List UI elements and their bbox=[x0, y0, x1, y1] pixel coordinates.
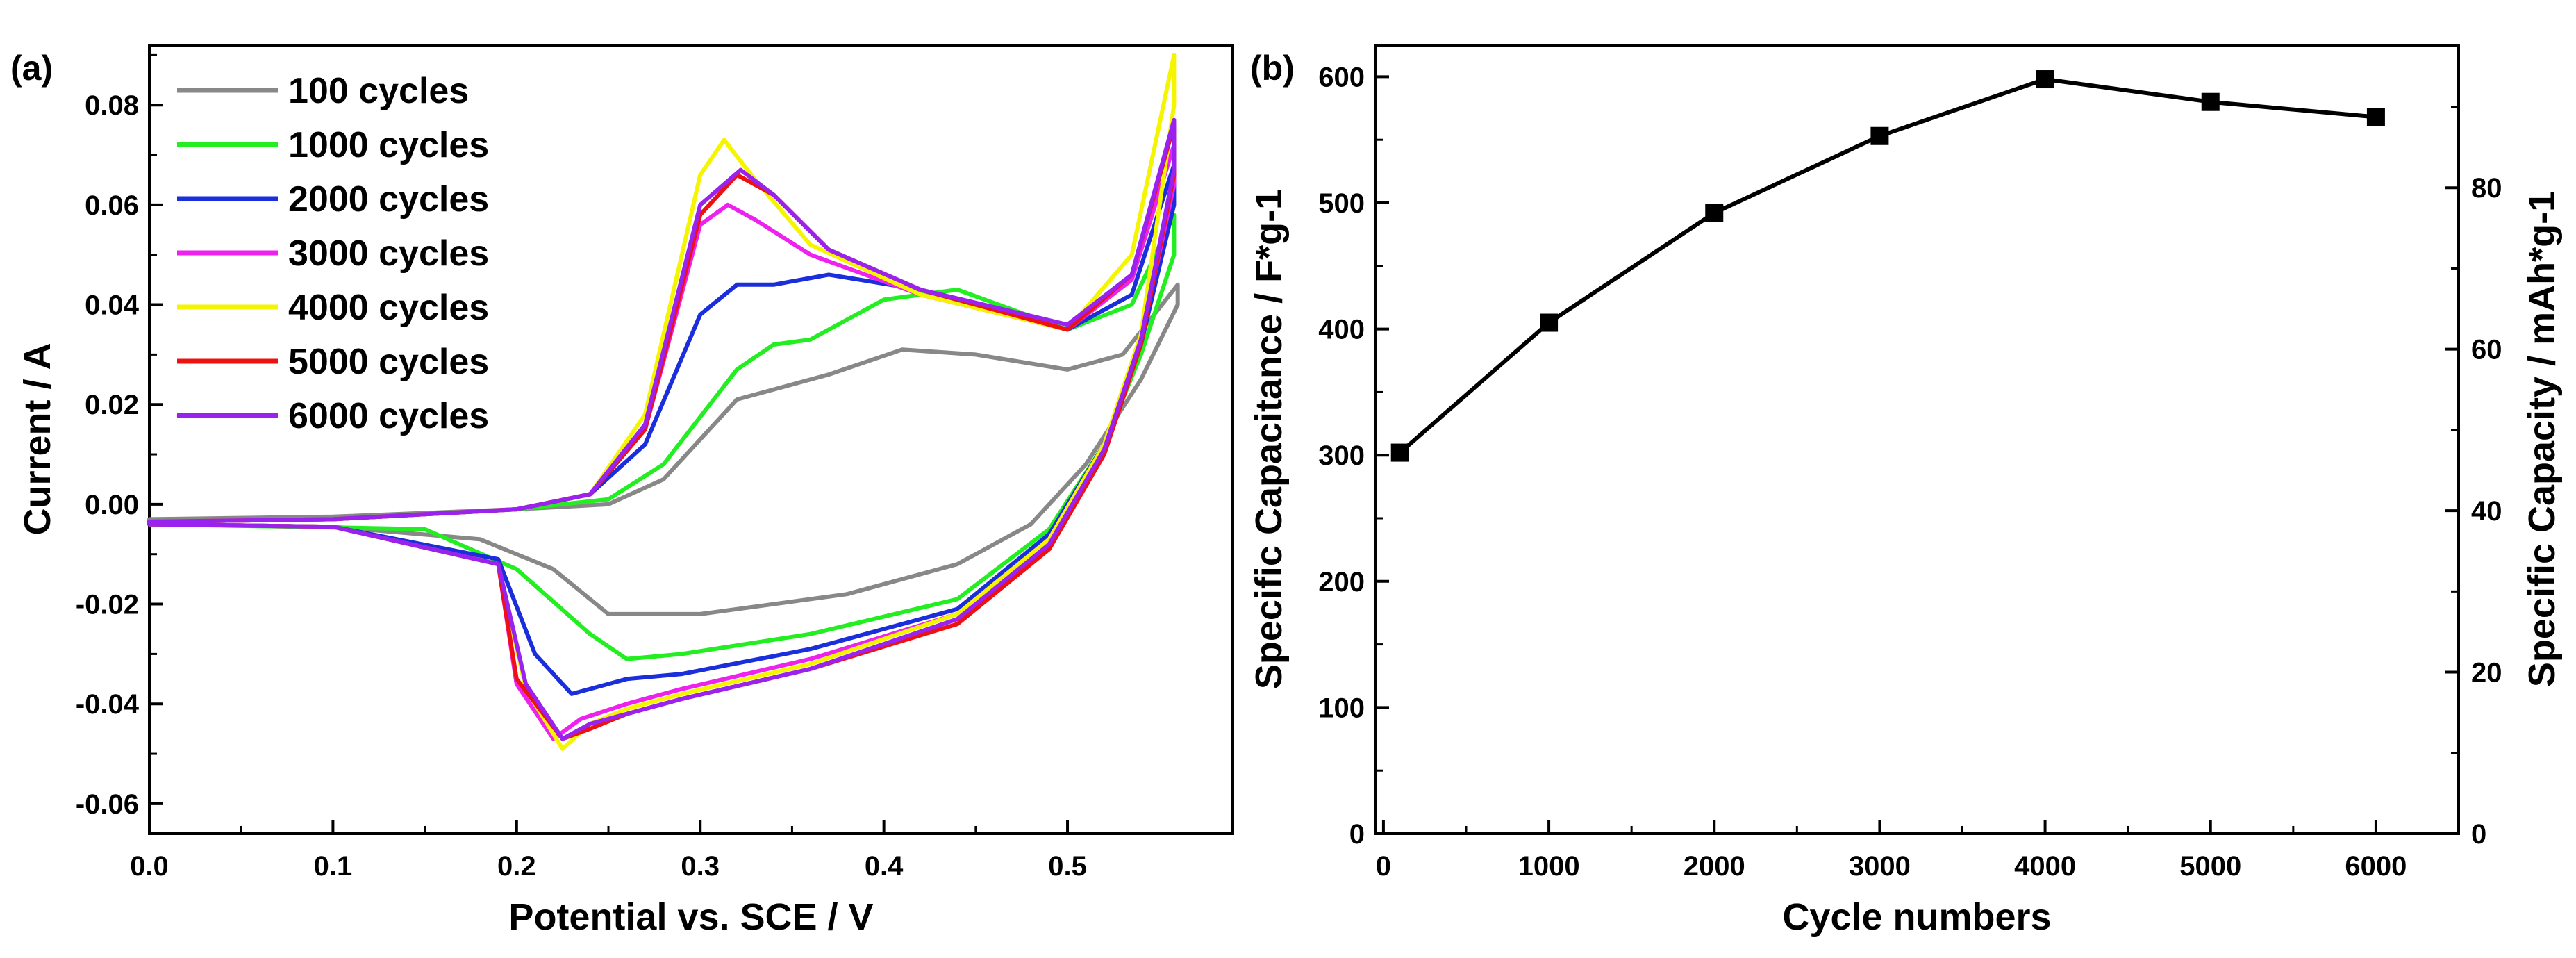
panel-b-x-axis-label: Cycle numbers bbox=[1782, 896, 2051, 938]
panel-a-y-tick-label: 0.06 bbox=[85, 190, 139, 221]
capacitance-point bbox=[1705, 204, 1724, 222]
panel-b-y-tick-label: 200 bbox=[1318, 567, 1365, 597]
panel-b-label: (b) bbox=[1250, 49, 1295, 88]
panel-a-x-axis-label: Potential vs. SCE / V bbox=[508, 896, 873, 938]
cv-series-line bbox=[147, 213, 1177, 661]
panel-b-y-tick-label: 500 bbox=[1318, 188, 1365, 219]
panel-a-y-tick-label: -0.02 bbox=[76, 590, 139, 620]
panel-b-x-tick-label: 1000 bbox=[1518, 851, 1580, 882]
panel-a-y-axis-label: Current / A bbox=[17, 342, 58, 535]
capacitance-panel: 0 1000 2000 3000 4000 5000 6000 01002003004005… bbox=[1248, 44, 2563, 938]
panel-a-y-tick-label: -0.06 bbox=[76, 789, 139, 820]
legend-entry-label: 3000 cycles bbox=[288, 233, 489, 274]
panel-b-y2-ticks: 0 20 40 60 80 bbox=[2445, 106, 2502, 850]
legend: 100 cycles 1000 cycles 2000 cycles 3000 cyc… bbox=[177, 71, 489, 436]
capacitance-point bbox=[1390, 443, 1409, 462]
panel-a-y-ticks: -0.06 -0.04 -0.02 0.00 0.02 0.04 0.06 0.08 bbox=[76, 53, 163, 820]
panel-b-y-tick-label: 0 bbox=[1349, 819, 1365, 850]
cv-curves-panel: 0.0 0.1 0.2 0.3 0.4 0.5 -0.06 -0.04 -0.02 0.00 0.… bbox=[10, 44, 1234, 938]
panel-b-y2-tick-label: 20 bbox=[2471, 658, 2502, 688]
panel-b-x-tick-label: 2000 bbox=[1684, 851, 1745, 882]
panel-b-x-ticks: 0 1000 2000 3000 4000 5000 6000 bbox=[1376, 820, 2407, 882]
panel-b-y-ticks: 0 100 200 300 400 500 600 bbox=[1318, 62, 1389, 850]
panel-b-x-tick-label: 0 bbox=[1376, 851, 1391, 882]
legend-entry-label: 4000 cycles bbox=[288, 288, 489, 328]
capacitance-point bbox=[2036, 70, 2054, 89]
capacitance-point bbox=[2201, 92, 2220, 111]
panel-b-series bbox=[1390, 70, 2385, 462]
panel-b-y-tick-label: 400 bbox=[1318, 315, 1365, 345]
panel-a-y-tick-label: 0.04 bbox=[85, 290, 140, 321]
panel-b-y2-tick-label: 0 bbox=[2471, 819, 2486, 850]
cv-series-line bbox=[147, 282, 1180, 616]
panel-b-x-tick-label: 6000 bbox=[2345, 851, 2407, 882]
panel-b-y2-axis-label: Specific Capacity / mAh*g-1 bbox=[2521, 191, 2563, 687]
panel-b-y2-tick-label: 60 bbox=[2471, 335, 2502, 365]
cv-series-line bbox=[147, 163, 1177, 696]
panel-a-series bbox=[147, 53, 1180, 751]
capacitance-point bbox=[1540, 313, 1559, 332]
panel-a-y-tick-label: 0.02 bbox=[85, 390, 139, 420]
panel-b-y2-tick-label: 80 bbox=[2471, 173, 2502, 204]
panel-b-y-tick-label: 300 bbox=[1318, 440, 1365, 471]
capacitance-point bbox=[1870, 126, 1889, 145]
panel-b-y-tick-label: 600 bbox=[1318, 62, 1365, 92]
legend-entry-label: 1000 cycles bbox=[288, 125, 489, 165]
panel-a-y-tick-label: 0.00 bbox=[85, 490, 139, 520]
panel-a-label: (a) bbox=[10, 49, 53, 88]
panel-b-x-tick-label: 5000 bbox=[2179, 851, 2241, 882]
cv-series-line bbox=[147, 53, 1177, 751]
panel-a-y-tick-label: -0.04 bbox=[76, 689, 140, 720]
panel-b-y-tick-label: 100 bbox=[1318, 693, 1365, 723]
legend-entry-label: 100 cycles bbox=[288, 71, 469, 111]
panel-a-x-tick-label: 0.1 bbox=[314, 851, 353, 882]
legend-entry-label: 2000 cycles bbox=[288, 179, 489, 220]
panel-a-x-tick-label: 0.3 bbox=[681, 851, 720, 882]
capacitance-point bbox=[2366, 108, 2385, 126]
panel-b-y2-tick-label: 40 bbox=[2471, 496, 2502, 527]
panel-b-frame bbox=[1374, 44, 2460, 835]
panel-a-frame bbox=[148, 44, 1234, 835]
panel-a-y-tick-label: 0.08 bbox=[85, 90, 139, 121]
panel-b-x-tick-label: 4000 bbox=[2014, 851, 2076, 882]
panel-a-x-tick-label: 0.5 bbox=[1048, 851, 1087, 882]
panel-b-x-tick-label: 3000 bbox=[1849, 851, 1911, 882]
panel-b-y-axis-label: Specific Capacitance / F*g-1 bbox=[1248, 189, 1290, 689]
cv-series-line bbox=[147, 117, 1177, 741]
legend-entry-label: 5000 cycles bbox=[288, 342, 489, 382]
panel-a-x-ticks: 0.0 0.1 0.2 0.3 0.4 0.5 bbox=[130, 820, 1087, 882]
panel-a-x-tick-label: 0.4 bbox=[865, 851, 904, 882]
panel-a-x-tick-label: 0.0 bbox=[130, 851, 169, 882]
panel-a-x-tick-label: 0.2 bbox=[497, 851, 536, 882]
legend-entry-label: 6000 cycles bbox=[288, 396, 489, 436]
